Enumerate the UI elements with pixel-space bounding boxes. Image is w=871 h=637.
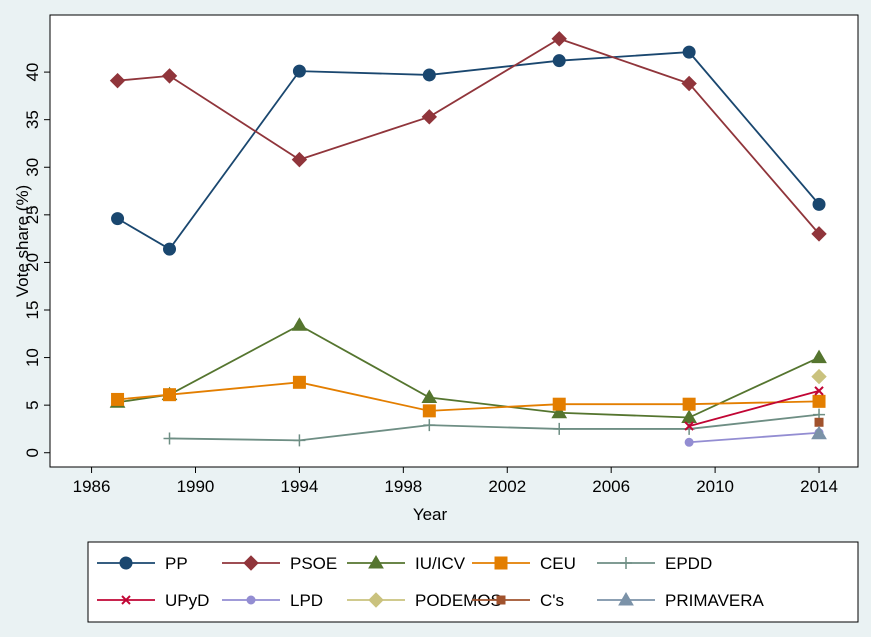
marker bbox=[163, 432, 176, 445]
marker bbox=[552, 397, 566, 411]
y-tick-label: 10 bbox=[23, 348, 42, 367]
marker bbox=[423, 419, 436, 432]
marker bbox=[620, 557, 632, 569]
plot-area bbox=[49, 14, 859, 468]
legend bbox=[87, 541, 859, 623]
marker bbox=[246, 595, 256, 605]
marker bbox=[812, 197, 826, 211]
marker bbox=[111, 392, 125, 406]
y-tick-label: 40 bbox=[23, 63, 42, 82]
marker bbox=[684, 437, 694, 447]
marker bbox=[811, 349, 827, 364]
marker bbox=[109, 72, 126, 89]
x-tick-label: 1990 bbox=[177, 477, 215, 496]
marker bbox=[422, 68, 436, 82]
marker bbox=[814, 386, 824, 396]
marker bbox=[553, 422, 566, 435]
legend-label: PRIMAVERA bbox=[665, 591, 765, 610]
y-tick-label: 15 bbox=[23, 301, 42, 320]
marker bbox=[814, 417, 824, 427]
x-tick-label: 2006 bbox=[592, 477, 630, 496]
legend-label: LPD bbox=[290, 591, 323, 610]
x-tick-label: 1998 bbox=[384, 477, 422, 496]
marker bbox=[243, 555, 259, 571]
marker bbox=[551, 404, 568, 419]
y-tick-label: 30 bbox=[23, 158, 42, 177]
marker bbox=[293, 434, 306, 447]
series-line bbox=[169, 413, 820, 442]
legend-label: IU/ICV bbox=[415, 554, 466, 573]
marker bbox=[163, 388, 177, 402]
legend-label: PP bbox=[165, 554, 188, 573]
marker bbox=[812, 394, 826, 408]
marker bbox=[681, 409, 697, 424]
marker bbox=[421, 109, 438, 125]
marker bbox=[682, 397, 696, 411]
marker bbox=[368, 555, 384, 569]
marker bbox=[421, 389, 438, 404]
y-tick-label: 0 bbox=[23, 448, 42, 457]
marker bbox=[681, 75, 697, 92]
legend-label: C's bbox=[540, 591, 564, 610]
y-axis-label: Vote share (%) bbox=[13, 185, 32, 297]
x-tick-label: 2002 bbox=[488, 477, 526, 496]
marker bbox=[684, 421, 694, 431]
y-tick-label: 20 bbox=[23, 253, 42, 272]
marker bbox=[291, 151, 308, 168]
marker bbox=[163, 242, 177, 256]
x-tick-label: 1994 bbox=[281, 477, 319, 496]
marker bbox=[494, 556, 508, 570]
y-tick-label: 25 bbox=[23, 205, 42, 224]
x-axis-label: Year bbox=[413, 505, 448, 524]
series-line bbox=[688, 390, 820, 427]
legend-label: PODEMOS bbox=[415, 591, 502, 610]
x-tick-label: 2010 bbox=[696, 477, 734, 496]
marker bbox=[121, 595, 131, 605]
marker bbox=[292, 375, 306, 389]
marker bbox=[496, 595, 506, 605]
marker bbox=[618, 592, 634, 606]
legend-label: UPyD bbox=[165, 591, 209, 610]
marker bbox=[292, 64, 306, 78]
series-line bbox=[689, 431, 820, 444]
marker bbox=[552, 54, 566, 68]
marker bbox=[161, 68, 178, 84]
marker bbox=[111, 212, 125, 226]
marker bbox=[368, 592, 384, 608]
marker bbox=[811, 226, 827, 242]
x-tick-label: 2014 bbox=[800, 477, 838, 496]
marker bbox=[811, 368, 827, 385]
y-tick-label: 5 bbox=[23, 400, 42, 409]
y-tick-label: 35 bbox=[23, 110, 42, 129]
legend-label: PSOE bbox=[290, 554, 337, 573]
marker bbox=[811, 425, 827, 440]
marker bbox=[119, 556, 133, 570]
marker bbox=[422, 404, 436, 418]
marker bbox=[682, 45, 696, 59]
marker bbox=[551, 31, 567, 47]
legend-label: EPDD bbox=[665, 554, 712, 573]
legend-label: CEU bbox=[540, 554, 576, 573]
marker bbox=[291, 317, 308, 331]
x-tick-label: 1986 bbox=[73, 477, 111, 496]
